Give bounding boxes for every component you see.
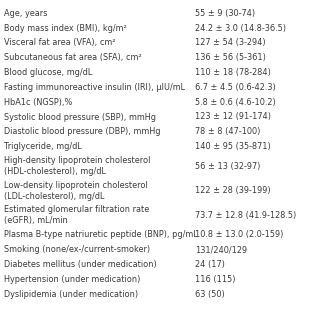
- Text: High-density lipoprotein cholesterol
(HDL-cholesterol), mg/dL: High-density lipoprotein cholesterol (HD…: [4, 156, 150, 176]
- Text: Estimated glomerular filtration rate
(eGFR), mL/min: Estimated glomerular filtration rate (eG…: [4, 205, 149, 226]
- Text: Body mass index (BMI), kg/m²: Body mass index (BMI), kg/m²: [4, 24, 127, 33]
- Text: 131/240/129: 131/240/129: [195, 245, 247, 254]
- Text: Dyslipidemia (under medication): Dyslipidemia (under medication): [4, 290, 138, 299]
- Text: Diabetes mellitus (under medication): Diabetes mellitus (under medication): [4, 260, 157, 269]
- Text: Blood glucose, mg/dL: Blood glucose, mg/dL: [4, 68, 92, 77]
- Text: 122 ± 28 (39-199): 122 ± 28 (39-199): [195, 186, 271, 195]
- Text: 116 (115): 116 (115): [195, 275, 236, 284]
- Text: 110 ± 18 (78-284): 110 ± 18 (78-284): [195, 68, 271, 77]
- Text: 136 ± 56 (5-361): 136 ± 56 (5-361): [195, 53, 266, 62]
- Text: 24 (17): 24 (17): [195, 260, 225, 269]
- Text: 127 ± 54 (3-294): 127 ± 54 (3-294): [195, 38, 266, 47]
- Text: 6.7 ± 4.5 (0.6-42.3): 6.7 ± 4.5 (0.6-42.3): [195, 83, 276, 92]
- Text: Subcutaneous fat area (SFA), cm²: Subcutaneous fat area (SFA), cm²: [4, 53, 142, 62]
- Text: 55 ± 9 (30-74): 55 ± 9 (30-74): [195, 9, 255, 18]
- Text: 10.8 ± 13.0 (2.0-159): 10.8 ± 13.0 (2.0-159): [195, 230, 284, 239]
- Text: Plasma B-type natriuretic peptide (BNP), pg/mL: Plasma B-type natriuretic peptide (BNP),…: [4, 230, 198, 239]
- Text: Diastolic blood pressure (DBP), mmHg: Diastolic blood pressure (DBP), mmHg: [4, 127, 161, 136]
- Text: 78 ± 8 (47-100): 78 ± 8 (47-100): [195, 127, 260, 136]
- Text: 73.7 ± 12.8 (41.9-128.5): 73.7 ± 12.8 (41.9-128.5): [195, 211, 296, 220]
- Text: Fasting immunoreactive insulin (IRI), μIU/mL: Fasting immunoreactive insulin (IRI), μI…: [4, 83, 185, 92]
- Text: Hypertension (under medication): Hypertension (under medication): [4, 275, 140, 284]
- Text: 5.8 ± 0.6 (4.6-10.2): 5.8 ± 0.6 (4.6-10.2): [195, 98, 276, 107]
- Text: Systolic blood pressure (SBP), mmHg: Systolic blood pressure (SBP), mmHg: [4, 113, 156, 122]
- Text: HbA1c (NGSP),%: HbA1c (NGSP),%: [4, 98, 72, 107]
- Text: 24.2 ± 3.0 (14.8-36.5): 24.2 ± 3.0 (14.8-36.5): [195, 24, 286, 33]
- Text: Smoking (none/ex-/current-smoker): Smoking (none/ex-/current-smoker): [4, 245, 150, 254]
- Text: 63 (50): 63 (50): [195, 290, 225, 299]
- Text: Low-density lipoprotein cholesterol
(LDL-cholesterol), mg/dL: Low-density lipoprotein cholesterol (LDL…: [4, 180, 148, 201]
- Text: Visceral fat area (VFA), cm²: Visceral fat area (VFA), cm²: [4, 38, 116, 47]
- Text: 123 ± 12 (91-174): 123 ± 12 (91-174): [195, 113, 271, 122]
- Text: 140 ± 95 (35-871): 140 ± 95 (35-871): [195, 142, 271, 151]
- Text: Age, years: Age, years: [4, 9, 47, 18]
- Text: 56 ± 13 (32-97): 56 ± 13 (32-97): [195, 162, 260, 171]
- Text: Triglyceride, mg/dL: Triglyceride, mg/dL: [4, 142, 82, 151]
